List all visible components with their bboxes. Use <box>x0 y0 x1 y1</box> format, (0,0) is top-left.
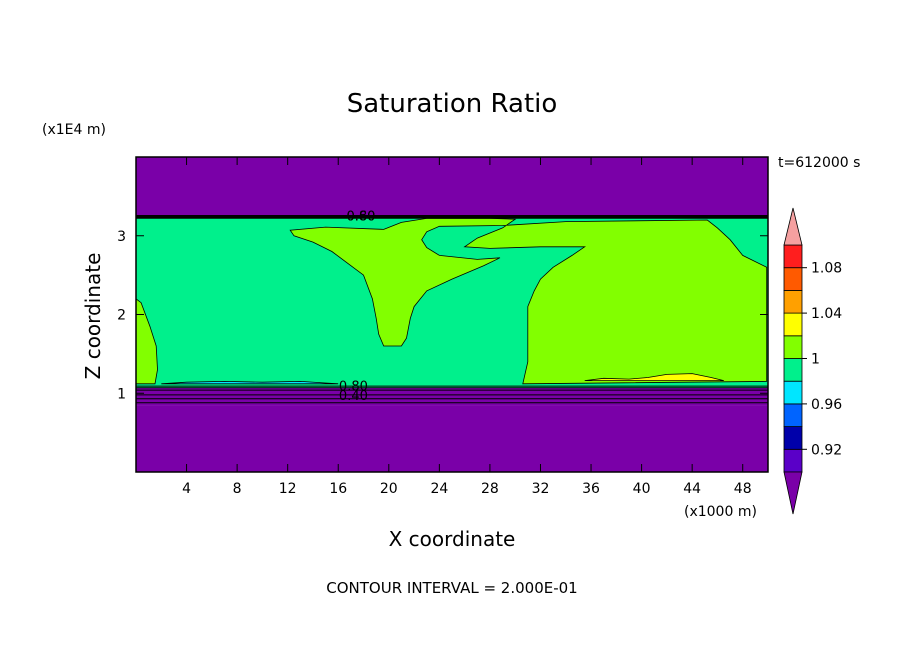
x-tick-label: 28 <box>481 481 499 497</box>
colorbar-swatch <box>783 267 803 291</box>
colorbar-tick-label: 1 <box>811 352 820 368</box>
x-tick-label: 40 <box>633 481 651 497</box>
x-tick-label: 32 <box>532 481 550 497</box>
field-region <box>289 217 768 385</box>
colorbar-over-arrow <box>783 207 803 246</box>
colorbar-swatch <box>783 380 803 405</box>
colorbar-tick-label: 0.96 <box>811 397 842 413</box>
colorbar-swatch <box>783 448 803 473</box>
colorbar-swatch <box>783 244 803 269</box>
y-tick-label: 1 <box>117 386 126 402</box>
colorbar-swatch <box>783 312 803 337</box>
colorbar: 0.92 0.96 1 1.04 1.08 <box>783 207 842 515</box>
contour-label: 0.80 <box>347 209 376 224</box>
field-band <box>136 387 768 406</box>
y-axis-title: Z coordinate <box>81 253 105 380</box>
colorbar-swatch <box>783 426 803 450</box>
time-label: t=612000 s <box>778 155 860 171</box>
chart-title: Saturation Ratio <box>347 89 558 119</box>
x-tick-label: 16 <box>329 481 347 497</box>
x-unit-label: (x1000 m) <box>684 504 757 520</box>
x-tick-label: 36 <box>582 481 600 497</box>
x-tick-label: 48 <box>734 481 752 497</box>
x-tick-label: 20 <box>380 481 398 497</box>
y-tick-label: 3 <box>117 229 126 245</box>
contour-label: 0.80 <box>339 379 368 394</box>
colorbar-swatch <box>783 335 803 359</box>
contour-field: 0.800.600.800.40 <box>135 157 768 472</box>
x-tick-label: 24 <box>430 481 448 497</box>
contour-label: 0.40 <box>339 389 368 404</box>
x-tick-label: 44 <box>683 481 701 497</box>
colorbar-swatch <box>783 358 803 382</box>
field-region <box>584 373 724 382</box>
x-tick-label: 8 <box>233 481 242 497</box>
field-region <box>135 297 158 385</box>
colorbar-tick-label: 1.08 <box>811 261 842 277</box>
x-tick-label: 12 <box>279 481 297 497</box>
contour-interval-footer: CONTOUR INTERVAL = 2.000E-01 <box>326 579 577 597</box>
colorbar-tick-label: 0.92 <box>811 442 842 458</box>
y-tick-label: 2 <box>117 308 126 324</box>
x-axis-title: X coordinate <box>389 527 516 551</box>
colorbar-tick-label: 1.04 <box>811 306 842 322</box>
y-unit-label: (x1E4 m) <box>42 122 106 138</box>
colorbar-swatch <box>783 289 803 314</box>
contour-label: 0.60 <box>347 209 376 224</box>
field-band <box>136 157 768 217</box>
x-tick-label: 4 <box>182 481 191 497</box>
colorbar-under-arrow <box>783 471 803 515</box>
colorbar-swatch <box>783 403 803 427</box>
field-region <box>161 380 339 385</box>
field-band <box>136 405 768 472</box>
